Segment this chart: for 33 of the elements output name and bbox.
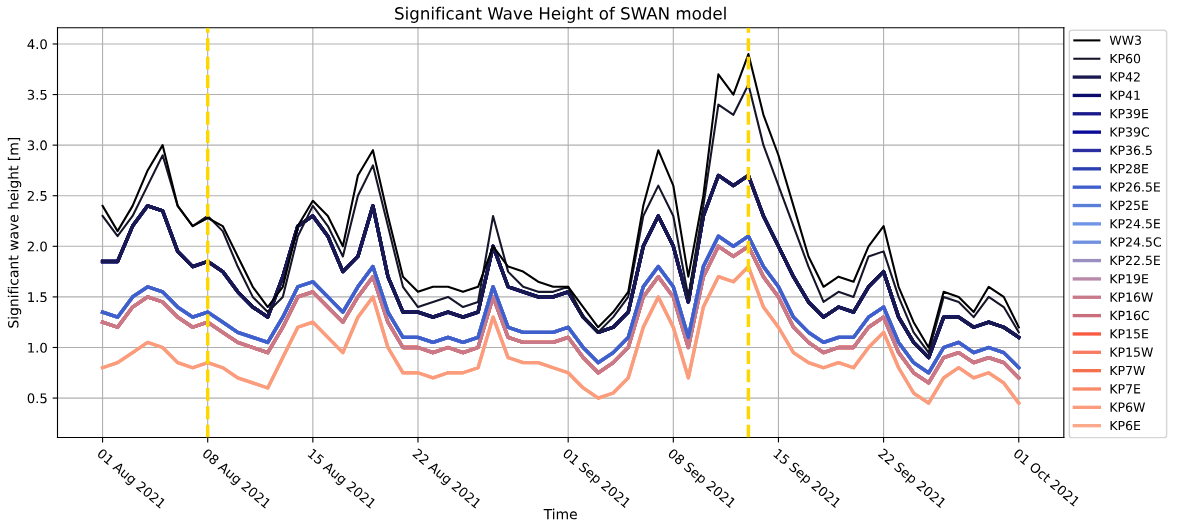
legend-label: KP39C [1110,127,1150,137]
legend-label: KP39E [1110,108,1149,119]
y-tick-label: 2.5 [27,190,47,201]
legend-label: KP19E [1110,274,1149,284]
legend-label: KP41 [1110,90,1140,100]
legend-label: KP16C [1110,310,1150,321]
y-tick-label: 3.5 [27,89,47,100]
y-axis-title: Significant wave height [m] [7,137,22,328]
legend-label: KP25E [1110,200,1149,211]
y-tick-label: 0.5 [27,393,47,404]
legend-label: KP6E [1110,420,1141,431]
legend-label: KP24.5E [1110,218,1161,229]
legend-label: KP24.5C [1110,237,1161,247]
x-axis-title: Time [543,508,577,520]
legend-label: KP26.5E [1110,182,1161,192]
legend-label: KP6W [1110,402,1145,412]
chart-title: Significant Wave Height of SWAN model [395,6,726,23]
legend-label: KP16W [1110,292,1153,302]
legend-label: KP22.5E [1110,255,1161,266]
legend-label: KP7W [1110,365,1145,376]
legend-label: KP28E [1110,163,1149,174]
legend-label: KP7E [1110,384,1141,394]
y-tick-label: 2.0 [27,241,47,252]
legend-label: KP15E [1110,329,1149,339]
legend-label: KP36.5 [1110,145,1152,156]
legend-label: KP60 [1110,53,1141,64]
legend-label: KP15W [1110,347,1153,357]
y-tick-label: 1.5 [28,292,47,303]
y-tick-label: 1.0 [28,342,47,353]
legend-label: KP42 [1110,72,1140,82]
y-tick-label: 3.0 [27,140,47,151]
legend-label: WW3 [1109,35,1142,45]
y-tick-label: 4.0 [27,39,47,50]
